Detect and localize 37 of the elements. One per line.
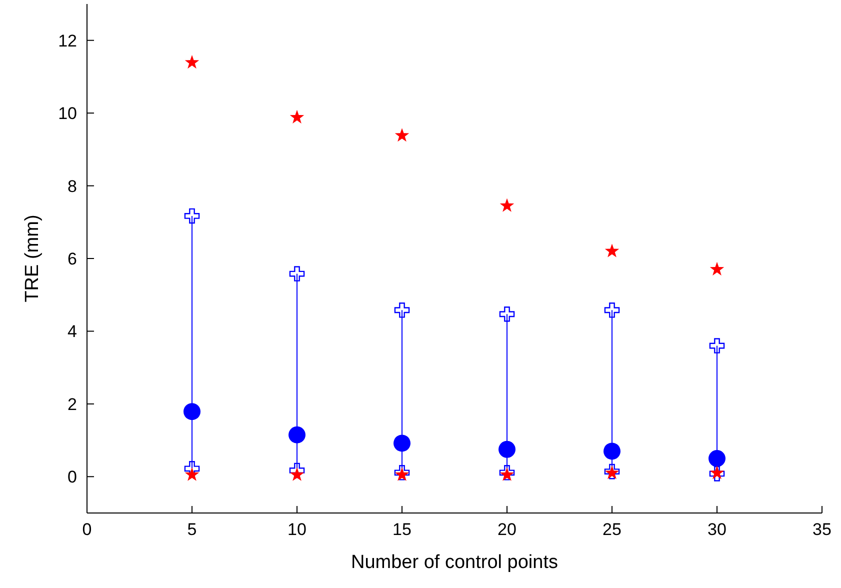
x-tick-label: 30 — [708, 520, 726, 539]
point — [604, 442, 620, 460]
point — [184, 208, 200, 224]
point — [394, 302, 410, 318]
point — [288, 426, 306, 444]
point — [604, 244, 620, 258]
y-tick-label: 6 — [68, 250, 77, 268]
point — [710, 262, 724, 276]
y-axis-title: TRE (mm) — [22, 214, 43, 302]
point — [184, 467, 200, 481]
point — [498, 440, 516, 458]
x-tick-label: 35 — [812, 520, 832, 539]
point — [604, 302, 620, 318]
point — [394, 128, 410, 142]
point — [289, 266, 305, 282]
point — [184, 403, 200, 420]
x-tick-label: 20 — [498, 520, 516, 539]
point — [184, 55, 200, 69]
y-tick-label: 0 — [68, 468, 77, 487]
y-tick-label: 10 — [58, 104, 77, 124]
point — [499, 306, 515, 322]
x-tick-label: 10 — [288, 520, 306, 539]
x-tick-label: 15 — [392, 520, 412, 539]
point — [708, 450, 726, 467]
point — [500, 198, 514, 212]
point — [290, 467, 304, 481]
point — [709, 338, 725, 354]
x-tick-label: 0 — [82, 520, 92, 539]
y-tick-label: 4 — [68, 322, 77, 342]
x-tick-label: 5 — [187, 520, 197, 539]
y-tick-label: 8 — [68, 176, 77, 196]
point — [394, 434, 410, 452]
y-tick-label: 12 — [58, 31, 77, 50]
point — [290, 110, 304, 124]
x-tick-label: 25 — [602, 520, 622, 539]
y-tick-label: 2 — [68, 394, 77, 414]
x-axis-title: Number of control points — [351, 552, 558, 573]
